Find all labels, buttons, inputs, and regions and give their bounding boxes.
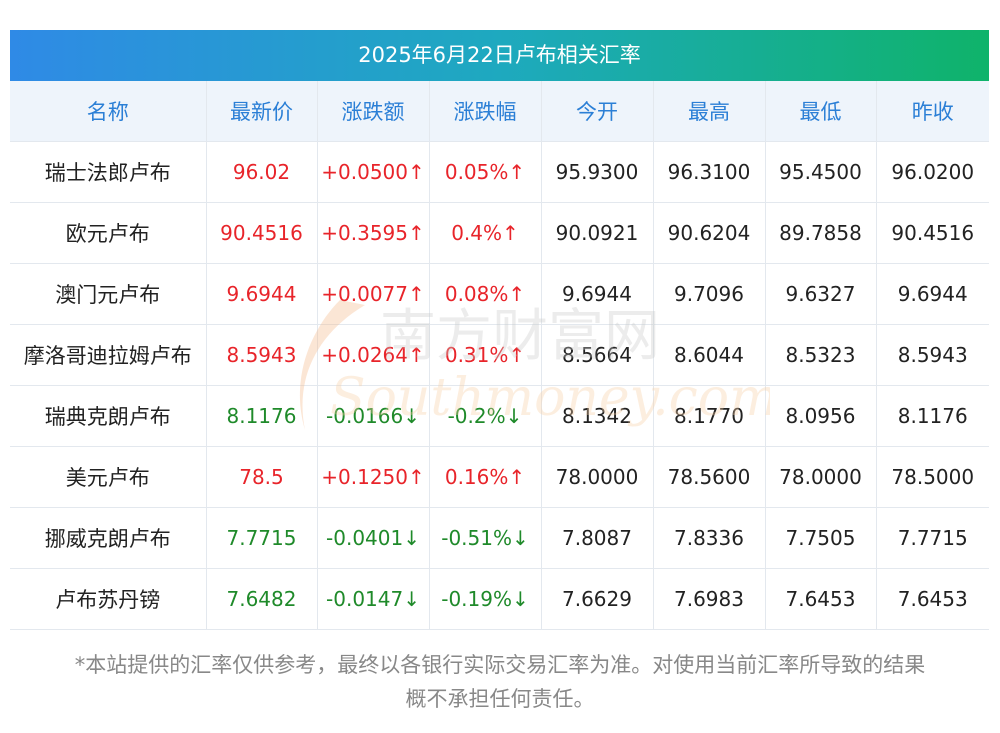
cell-latest: 9.6944 [206,263,318,325]
cell-change-pct: -0.51%↓ [429,507,542,569]
cell-latest: 78.5 [206,446,318,508]
cell-name: 欧元卢布 [10,202,207,264]
cell-prev-close: 7.6453 [876,568,989,630]
cell-change-pct: 0.08%↑ [429,263,542,325]
table-header-row: 名称 最新价 涨跌额 涨跌幅 今开 最高 最低 昨收 [10,81,989,142]
cell-high: 7.6983 [653,568,766,630]
cell-change-pct: 0.31%↑ [429,324,542,386]
header-low: 最低 [765,81,877,142]
cell-high: 90.6204 [653,202,766,264]
cell-low: 78.0000 [765,446,877,508]
table-row: 澳门元卢布 9.6944 +0.0077↑ 0.08%↑ 9.6944 9.7096 9.6… [10,263,989,325]
cell-change: +0.0264↑ [317,324,430,386]
rates-panel: 2025年6月22日卢布相关汇率 名称 最新价 涨跌额 涨跌幅 今开 最高 最低… [10,30,989,630]
cell-prev-close: 90.4516 [876,202,989,264]
table-row: 卢布苏丹镑 7.6482 -0.0147↓ -0.19%↓ 7.6629 7.6983 7.… [10,568,989,630]
cell-low: 7.6453 [765,568,877,630]
cell-high: 78.5600 [653,446,766,508]
cell-change-pct: 0.4%↑ [429,202,542,264]
cell-change-pct: 0.16%↑ [429,446,542,508]
cell-high: 7.8336 [653,507,766,569]
header-change: 涨跌额 [317,81,430,142]
cell-name: 澳门元卢布 [10,263,207,325]
disclaimer-line-1: *本站提供的汇率仅供参考，最终以各银行实际交易汇率为准。对使用当前汇率所导致的结… [74,653,926,677]
cell-low: 9.6327 [765,263,877,325]
table-row: 欧元卢布 90.4516 +0.3595↑ 0.4%↑ 90.0921 90.6204 89… [10,202,989,264]
cell-change: +0.3595↑ [317,202,430,264]
cell-high: 8.6044 [653,324,766,386]
cell-open: 90.0921 [541,202,654,264]
rates-table: 名称 最新价 涨跌额 涨跌幅 今开 最高 最低 昨收 瑞士法郎卢布 96.02 +0… [10,81,989,630]
cell-change-pct: 0.05%↑ [429,141,542,203]
disclaimer: *本站提供的汇率仅供参考，最终以各银行实际交易汇率为准。对使用当前汇率所导致的结… [0,648,1000,716]
cell-high: 8.1770 [653,385,766,447]
table-row: 摩洛哥迪拉姆卢布 8.5943 +0.0264↑ 0.31%↑ 8.5664 8.6044… [10,324,989,386]
cell-open: 95.9300 [541,141,654,203]
cell-name: 美元卢布 [10,446,207,508]
cell-name: 瑞典克朗卢布 [10,385,207,447]
cell-low: 7.7505 [765,507,877,569]
cell-open: 9.6944 [541,263,654,325]
cell-latest: 7.7715 [206,507,318,569]
cell-change-pct: -0.19%↓ [429,568,542,630]
cell-open: 7.8087 [541,507,654,569]
cell-change: -0.0166↓ [317,385,430,447]
cell-high: 96.3100 [653,141,766,203]
cell-latest: 8.1176 [206,385,318,447]
cell-name: 摩洛哥迪拉姆卢布 [10,324,207,386]
header-change-pct: 涨跌幅 [429,81,542,142]
cell-prev-close: 7.7715 [876,507,989,569]
cell-change-pct: -0.2%↓ [429,385,542,447]
header-high: 最高 [653,81,766,142]
cell-low: 95.4500 [765,141,877,203]
cell-change: +0.0500↑ [317,141,430,203]
cell-change: -0.0401↓ [317,507,430,569]
cell-name: 挪威克朗卢布 [10,507,207,569]
cell-low: 8.5323 [765,324,877,386]
table-title: 2025年6月22日卢布相关汇率 [10,30,989,81]
cell-change: -0.0147↓ [317,568,430,630]
cell-low: 8.0956 [765,385,877,447]
cell-prev-close: 8.1176 [876,385,989,447]
cell-latest: 96.02 [206,141,318,203]
header-name: 名称 [10,81,207,142]
cell-name: 瑞士法郎卢布 [10,141,207,203]
cell-prev-close: 96.0200 [876,141,989,203]
table-row: 美元卢布 78.5 +0.1250↑ 0.16%↑ 78.0000 78.5600 78.0… [10,446,989,508]
cell-prev-close: 8.5943 [876,324,989,386]
cell-latest: 8.5943 [206,324,318,386]
cell-open: 78.0000 [541,446,654,508]
cell-name: 卢布苏丹镑 [10,568,207,630]
cell-high: 9.7096 [653,263,766,325]
cell-change: +0.1250↑ [317,446,430,508]
table-row: 挪威克朗卢布 7.7715 -0.0401↓ -0.51%↓ 7.8087 7.8336 7… [10,507,989,569]
cell-latest: 90.4516 [206,202,318,264]
cell-low: 89.7858 [765,202,877,264]
cell-open: 7.6629 [541,568,654,630]
cell-latest: 7.6482 [206,568,318,630]
cell-open: 8.1342 [541,385,654,447]
cell-change: +0.0077↑ [317,263,430,325]
table-row: 瑞士法郎卢布 96.02 +0.0500↑ 0.05%↑ 95.9300 96.3100 9… [10,141,989,203]
header-prev-close: 昨收 [876,81,989,142]
table-row: 瑞典克朗卢布 8.1176 -0.0166↓ -0.2%↓ 8.1342 8.1770 8.… [10,385,989,447]
disclaimer-line-2: 概不承担任何责任。 [405,687,595,711]
header-open: 今开 [541,81,654,142]
header-latest: 最新价 [206,81,318,142]
cell-prev-close: 9.6944 [876,263,989,325]
cell-prev-close: 78.5000 [876,446,989,508]
cell-open: 8.5664 [541,324,654,386]
